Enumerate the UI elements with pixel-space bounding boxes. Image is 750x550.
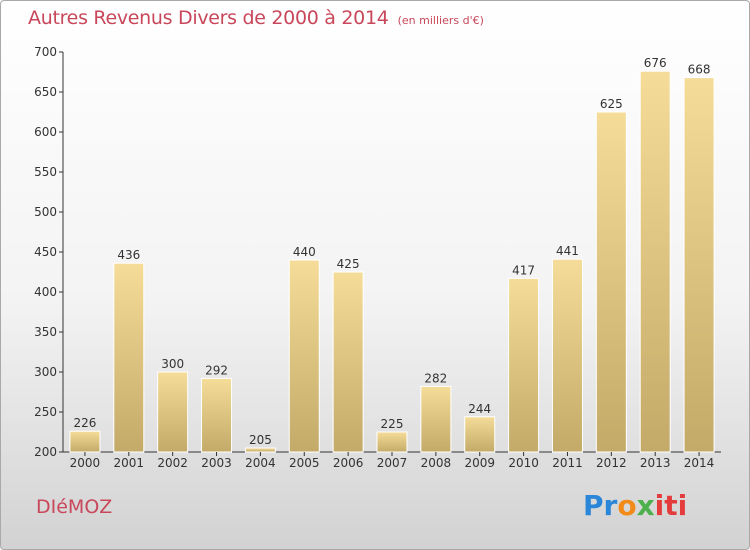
bar — [201, 377, 233, 453]
bar-value-label: 225 — [381, 417, 404, 431]
y-tick-label: 400 — [34, 285, 57, 299]
y-tick-label: 450 — [34, 245, 57, 259]
bar — [244, 447, 276, 453]
x-tick-label: 2011 — [552, 456, 583, 470]
y-tick-label: 350 — [34, 325, 57, 339]
bar — [113, 262, 145, 453]
x-tick-label: 2000 — [70, 456, 101, 470]
bar — [420, 385, 452, 453]
logo-letter: x — [636, 489, 655, 522]
y-tick-label: 250 — [34, 405, 57, 419]
bar — [376, 431, 408, 453]
x-tick-label: 2005 — [289, 456, 320, 470]
bar-value-label: 441 — [556, 244, 579, 258]
bar — [551, 258, 583, 453]
x-tick-label: 2012 — [596, 456, 627, 470]
bar — [595, 111, 627, 453]
x-tick-label: 2001 — [114, 456, 145, 470]
bar — [508, 277, 540, 453]
logo-letter: r — [603, 489, 618, 522]
y-tick-label: 550 — [34, 165, 57, 179]
chart-unit: (en milliers d'€) — [397, 14, 484, 27]
logo-letter: t — [664, 489, 678, 522]
commune-name: DIéMOZ — [36, 496, 113, 518]
x-tick-label: 2002 — [157, 456, 188, 470]
y-tick-label: 300 — [34, 365, 57, 379]
x-tick-label: 2004 — [245, 456, 276, 470]
bar-value-label: 205 — [249, 433, 272, 447]
bar-value-label: 625 — [600, 97, 623, 111]
x-tick-label: 2009 — [464, 456, 495, 470]
bar-value-label: 668 — [688, 63, 711, 77]
bar — [332, 271, 364, 453]
bar — [288, 259, 320, 453]
bar — [157, 371, 189, 453]
logo-letter: o — [617, 489, 637, 522]
y-tick-label: 500 — [34, 205, 57, 219]
bar-value-label: 300 — [161, 357, 184, 371]
chart-title: Autres Revenus Divers de 2000 à 2014 — [28, 7, 389, 29]
logo-letter: i — [654, 489, 665, 522]
bar-value-label: 282 — [424, 371, 447, 385]
y-tick-label: 200 — [34, 445, 57, 459]
chart-title-block: Autres Revenus Divers de 2000 à 2014 (en… — [28, 7, 484, 29]
bar-value-label: 292 — [205, 363, 228, 377]
x-tick-label: 2008 — [421, 456, 452, 470]
bar-value-label: 226 — [73, 416, 96, 430]
x-tick-label: 2007 — [377, 456, 408, 470]
x-tick-label: 2010 — [508, 456, 539, 470]
bar-value-label: 417 — [512, 263, 535, 277]
y-tick-label: 600 — [34, 125, 57, 139]
x-tick-label: 2014 — [684, 456, 715, 470]
bar-value-label: 244 — [468, 402, 491, 416]
x-tick-label: 2006 — [333, 456, 364, 470]
logo-letter: i — [677, 489, 688, 522]
proxiti-logo[interactable]: Proxiti — [583, 489, 687, 522]
y-tick-label: 650 — [34, 85, 57, 99]
logo-letter: P — [583, 489, 604, 522]
bar — [683, 77, 715, 453]
bar — [69, 430, 101, 453]
bar — [639, 70, 671, 453]
y-tick-label: 700 — [34, 45, 57, 59]
x-tick-label: 2003 — [201, 456, 232, 470]
bar-value-label: 440 — [293, 245, 316, 259]
bar-value-label: 425 — [337, 257, 360, 271]
x-tick-label: 2013 — [640, 456, 671, 470]
bar-value-label: 436 — [117, 248, 140, 262]
bar — [464, 416, 496, 453]
bar-value-label: 676 — [644, 56, 667, 70]
